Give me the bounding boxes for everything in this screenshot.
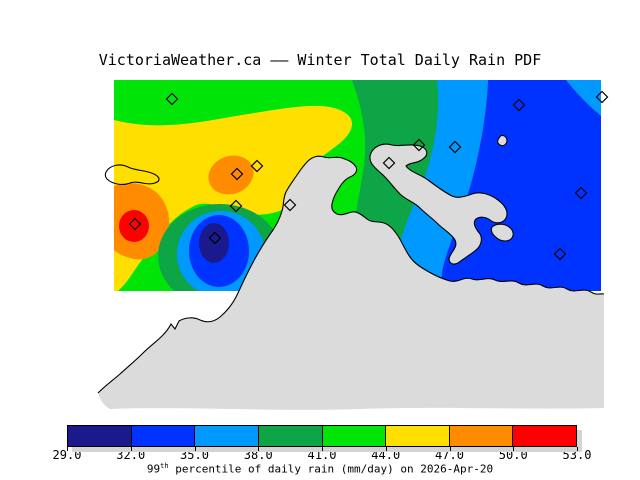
colorbar-tick bbox=[258, 447, 260, 451]
page-title: VictoriaWeather.ca —— Winter Total Daily… bbox=[98, 51, 542, 69]
islet bbox=[497, 135, 508, 147]
caption-superscript: th bbox=[160, 462, 169, 470]
station-diamond-icon bbox=[230, 167, 244, 181]
station-diamond-icon bbox=[553, 247, 567, 261]
station-diamond-icon bbox=[512, 98, 526, 112]
station-diamond-icon bbox=[574, 186, 588, 200]
contour-orange-cell bbox=[208, 155, 254, 195]
station-diamond-icon bbox=[382, 156, 396, 170]
station-diamond-icon bbox=[229, 199, 243, 213]
colorbar-tick bbox=[130, 447, 132, 451]
station-diamond-icon bbox=[412, 138, 426, 152]
colorbar-segment-blue bbox=[130, 426, 195, 446]
mainland-fill bbox=[98, 156, 604, 410]
station-diamond-icon bbox=[128, 217, 142, 231]
colorbar-segment-yellow bbox=[385, 426, 449, 446]
peninsula-chain bbox=[369, 143, 508, 265]
contour-corner-lightblue bbox=[566, 80, 601, 116]
island-outline-west bbox=[104, 164, 160, 185]
station-diamond-icon bbox=[448, 140, 462, 154]
station-diamond-icon bbox=[595, 90, 609, 104]
colorbar-tick bbox=[194, 447, 196, 451]
station-markers bbox=[128, 90, 609, 261]
island-southeast bbox=[490, 223, 514, 242]
colorbar-segment-brightgreen bbox=[321, 426, 386, 446]
colorbar-tick bbox=[67, 447, 68, 451]
colorbar bbox=[67, 425, 577, 447]
colorbar-segment-green bbox=[257, 426, 322, 446]
colorbar-caption: 99th percentile of daily rain (mm/day) o… bbox=[0, 462, 640, 476]
colorbar-segment-navy bbox=[68, 426, 131, 446]
colorbar-segment-red bbox=[512, 426, 576, 446]
station-diamond-icon bbox=[250, 159, 264, 173]
station-diamond-icon bbox=[208, 231, 222, 245]
station-diamond-icon bbox=[165, 92, 179, 106]
colorbar-tick bbox=[385, 447, 387, 451]
colorbar-segment-lightblue bbox=[194, 426, 258, 446]
caption-number: 99 bbox=[146, 462, 161, 476]
colorbar-tick bbox=[322, 447, 323, 451]
contour-red-core bbox=[119, 210, 149, 242]
colorbar-tick bbox=[513, 447, 515, 451]
colorbar-tick bbox=[449, 447, 451, 451]
mainland-coastline bbox=[97, 155, 605, 394]
contour-yellow-lobe bbox=[114, 105, 352, 291]
colorbar-tick bbox=[577, 447, 578, 451]
colorbar-segment-orange bbox=[448, 426, 513, 446]
station-diamond-icon bbox=[283, 198, 297, 212]
contour-map bbox=[97, 80, 609, 410]
caption-text: percentile of daily rain (mm/day) on 202… bbox=[168, 462, 494, 476]
land-masses bbox=[97, 135, 605, 410]
